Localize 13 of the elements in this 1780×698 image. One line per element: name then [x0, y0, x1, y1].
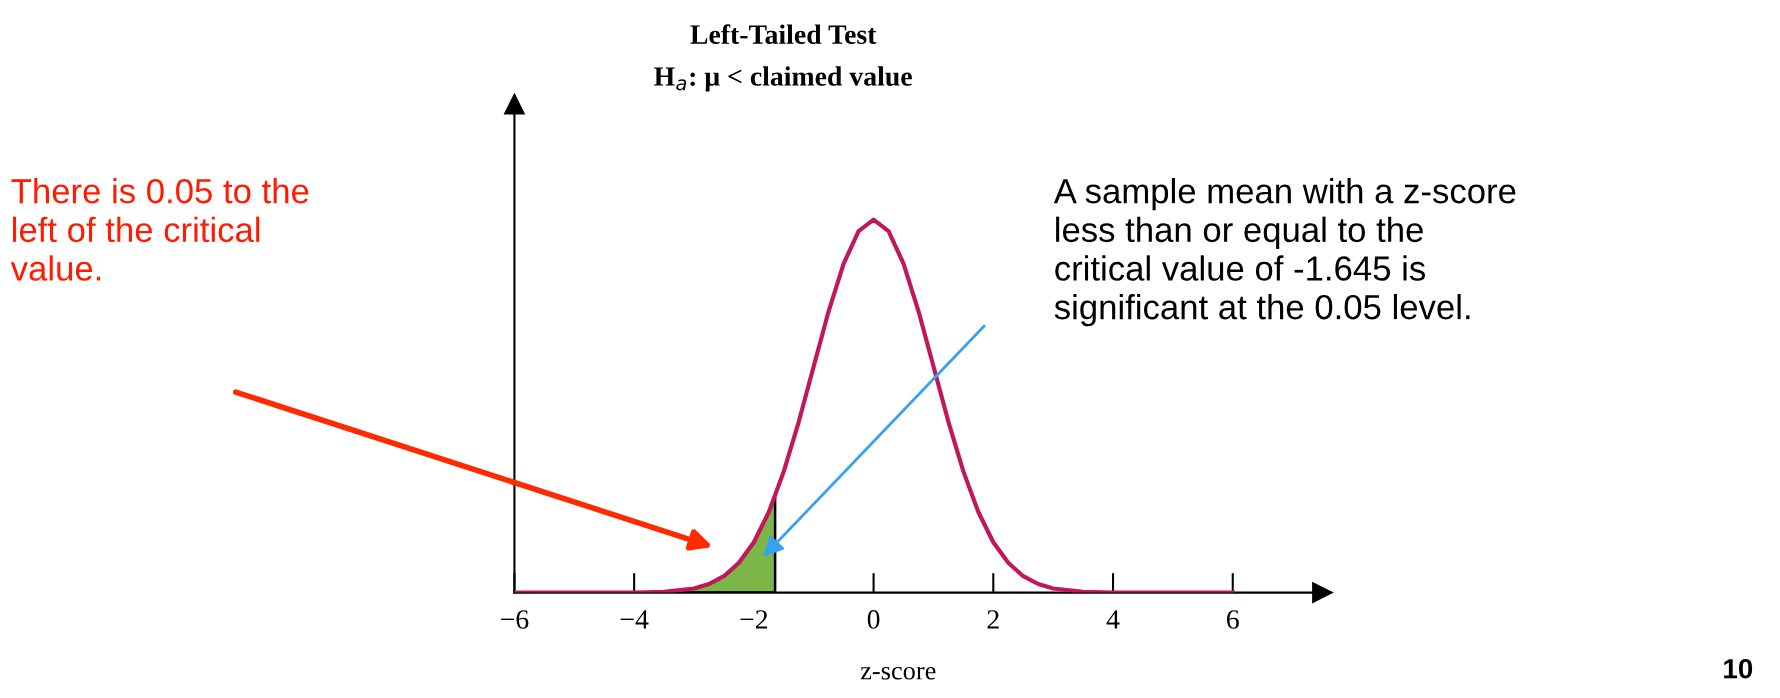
- x-axis-title: z-score: [860, 666, 936, 680]
- x-tick-label: −6: [501, 610, 529, 629]
- x-tick-label: −4: [620, 610, 649, 629]
- text: 10: [1724, 658, 1753, 679]
- x-tick-label: 2: [987, 610, 999, 629]
- text: There is 0.05 to the left of the critical value.: [10, 177, 309, 281]
- x-tick-label: 4: [1106, 610, 1120, 629]
- x-tick-label: −2: [740, 610, 768, 629]
- x-tick-label: 0: [867, 610, 880, 629]
- x-tick-label: 6: [1227, 610, 1239, 629]
- chart-title: Left-Tailed Test: [690, 24, 877, 44]
- chart-subtitle: H$_{a}$: μ < claimed value: [654, 66, 912, 92]
- annotation: A sample mean with a z-score less than or equal to the critical value of -1.645 is significant at the 0.05 level.: [1053, 177, 1516, 327]
